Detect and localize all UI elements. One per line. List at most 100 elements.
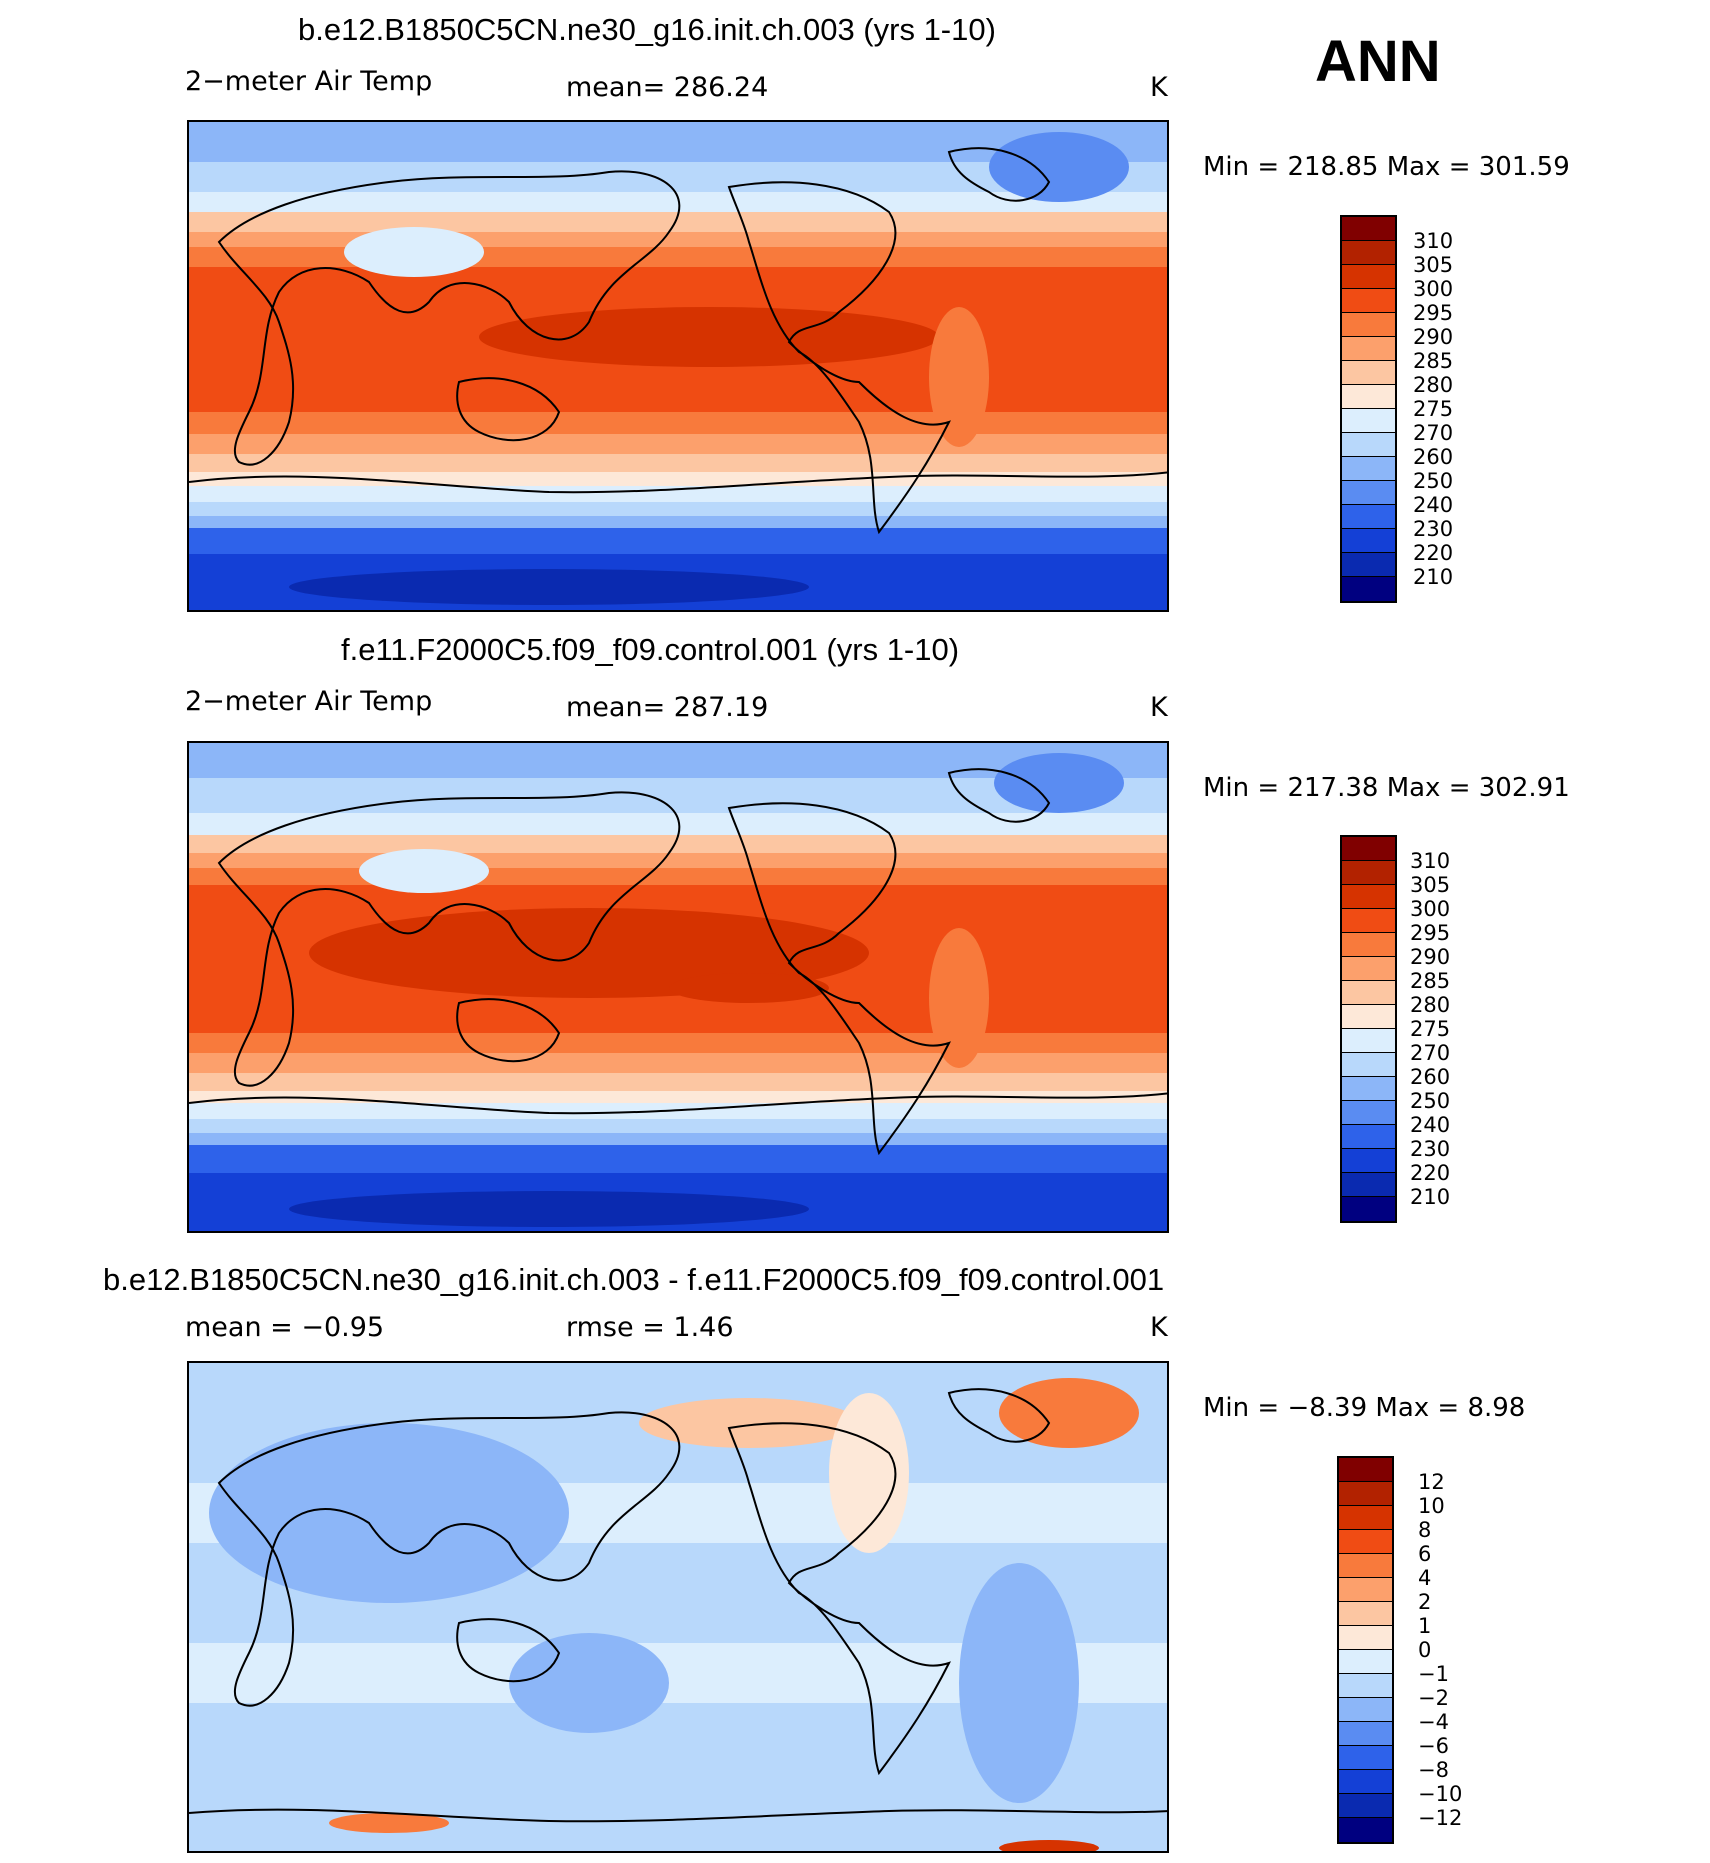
season-label: ANN: [1315, 29, 1441, 94]
colorbar-segment: [1339, 1530, 1392, 1554]
colorbar-tick-label: 230: [1410, 1137, 1451, 1161]
panel3-units: K: [1150, 1312, 1168, 1343]
colorbar-segment: [1342, 241, 1395, 265]
panel3-mean: mean = −0.95: [185, 1312, 385, 1343]
panel2-map-field: [189, 743, 1167, 1231]
colorbar-segment: [1342, 1101, 1395, 1125]
colorbar-tick-label: 250: [1413, 469, 1454, 493]
panel3-map-field: [189, 1363, 1167, 1851]
colorbar-segment: [1342, 885, 1395, 909]
colorbar-segment: [1342, 1125, 1395, 1149]
colorbar-tick-label: 280: [1410, 993, 1451, 1017]
colorbar-tick-label: −12: [1418, 1806, 1463, 1830]
panel2-colorbar: [1340, 835, 1397, 1223]
colorbar-tick-label: 210: [1413, 565, 1454, 589]
colorbar-segment: [1342, 529, 1395, 553]
colorbar-tick-label: 240: [1410, 1113, 1451, 1137]
panel1-variable: 2−meter Air Temp: [185, 66, 433, 97]
colorbar-tick-label: 310: [1410, 849, 1451, 873]
colorbar-tick-label: −4: [1418, 1710, 1449, 1734]
colorbar-tick-label: 295: [1413, 301, 1454, 325]
colorbar-tick-label: −6: [1418, 1734, 1449, 1758]
colorbar-segment: [1342, 553, 1395, 577]
colorbar-tick-label: 305: [1410, 873, 1451, 897]
colorbar-tick-label: 300: [1410, 897, 1451, 921]
colorbar-segment: [1342, 1029, 1395, 1053]
colorbar-segment: [1342, 933, 1395, 957]
colorbar-segment: [1342, 1077, 1395, 1101]
colorbar-tick-label: 280: [1413, 373, 1454, 397]
colorbar-segment: [1339, 1818, 1392, 1842]
panel1-map: [187, 120, 1169, 612]
colorbar-segment: [1339, 1674, 1392, 1698]
panel2-map: [187, 741, 1169, 1233]
colorbar-segment: [1342, 1005, 1395, 1029]
colorbar-tick-label: 300: [1413, 277, 1454, 301]
colorbar-tick-label: 230: [1413, 517, 1454, 541]
colorbar-segment: [1342, 1197, 1395, 1221]
panel1-units: K: [1150, 72, 1168, 103]
colorbar-segment: [1339, 1698, 1392, 1722]
colorbar-segment: [1342, 1149, 1395, 1173]
colorbar-segment: [1342, 1053, 1395, 1077]
colorbar-tick-label: 12: [1418, 1470, 1445, 1494]
colorbar-tick-label: −8: [1418, 1758, 1449, 1782]
colorbar-tick-label: 210: [1410, 1185, 1451, 1209]
colorbar-segment: [1342, 337, 1395, 361]
colorbar-tick-label: 310: [1413, 229, 1454, 253]
colorbar-segment: [1342, 409, 1395, 433]
colorbar-tick-label: 220: [1410, 1161, 1451, 1185]
panel3-title: b.e12.B1850C5CN.ne30_g16.init.ch.003 - f…: [103, 1262, 1165, 1297]
panel2-minmax: Min = 217.38 Max = 302.91: [1203, 773, 1570, 803]
colorbar-segment: [1339, 1482, 1392, 1506]
colorbar-segment: [1339, 1458, 1392, 1482]
colorbar-segment: [1342, 217, 1395, 241]
panel1-colorbar: [1340, 215, 1397, 603]
colorbar-tick-label: −1: [1418, 1662, 1449, 1686]
colorbar-segment: [1342, 265, 1395, 289]
panel1-mean: mean= 286.24: [566, 72, 769, 103]
colorbar-tick-label: 2: [1418, 1590, 1432, 1614]
colorbar-tick-label: 270: [1413, 421, 1454, 445]
colorbar-tick-label: 295: [1410, 921, 1451, 945]
colorbar-segment: [1342, 577, 1395, 601]
colorbar-segment: [1342, 361, 1395, 385]
colorbar-segment: [1342, 457, 1395, 481]
colorbar-segment: [1339, 1554, 1392, 1578]
panel2-variable: 2−meter Air Temp: [185, 686, 433, 717]
colorbar-tick-label: 285: [1410, 969, 1451, 993]
colorbar-tick-label: 260: [1413, 445, 1454, 469]
colorbar-tick-label: −10: [1418, 1782, 1463, 1806]
colorbar-segment: [1342, 433, 1395, 457]
colorbar-segment: [1342, 289, 1395, 313]
colorbar-tick-label: 250: [1410, 1089, 1451, 1113]
panel1-map-field: [189, 122, 1167, 610]
colorbar-segment: [1339, 1578, 1392, 1602]
colorbar-segment: [1342, 909, 1395, 933]
colorbar-segment: [1342, 957, 1395, 981]
colorbar-segment: [1339, 1722, 1392, 1746]
colorbar-segment: [1342, 1173, 1395, 1197]
panel1-minmax: Min = 218.85 Max = 301.59: [1203, 152, 1570, 182]
colorbar-segment: [1342, 481, 1395, 505]
colorbar-tick-label: 6: [1418, 1542, 1432, 1566]
colorbar-segment: [1342, 837, 1395, 861]
colorbar-tick-label: −2: [1418, 1686, 1449, 1710]
colorbar-segment: [1339, 1602, 1392, 1626]
colorbar-segment: [1339, 1626, 1392, 1650]
colorbar-tick-label: 290: [1413, 325, 1454, 349]
panel2-mean: mean= 287.19: [566, 692, 769, 723]
panel3-minmax: Min = −8.39 Max = 8.98: [1203, 1393, 1526, 1423]
colorbar-segment: [1342, 505, 1395, 529]
colorbar-tick-label: 260: [1410, 1065, 1451, 1089]
colorbar-tick-label: 275: [1413, 397, 1454, 421]
colorbar-segment: [1342, 313, 1395, 337]
colorbar-segment: [1339, 1794, 1392, 1818]
colorbar-segment: [1339, 1770, 1392, 1794]
panel3-rmse: rmse = 1.46: [566, 1312, 734, 1343]
colorbar-tick-label: 10: [1418, 1494, 1445, 1518]
colorbar-tick-label: 275: [1410, 1017, 1451, 1041]
colorbar-tick-label: 0: [1418, 1638, 1432, 1662]
panel2-units: K: [1150, 692, 1168, 723]
colorbar-segment: [1342, 861, 1395, 885]
